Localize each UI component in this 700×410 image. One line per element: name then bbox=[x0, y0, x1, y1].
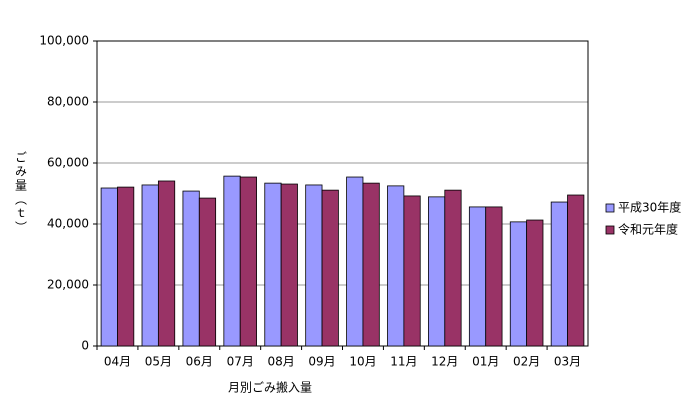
x-tick-label: 02月 bbox=[513, 355, 540, 369]
bar bbox=[550, 201, 568, 347]
x-tick-label: 01月 bbox=[472, 355, 499, 369]
bar bbox=[280, 183, 298, 347]
bar bbox=[428, 196, 446, 347]
x-tick-label: 06月 bbox=[186, 355, 213, 369]
x-tick-label: 05月 bbox=[145, 355, 172, 369]
legend-label: 令和元年度 bbox=[618, 222, 678, 237]
bar bbox=[198, 197, 217, 347]
bar bbox=[444, 189, 462, 347]
y-tick-label: 100,000 bbox=[39, 34, 89, 48]
bar bbox=[468, 206, 487, 347]
bar bbox=[387, 185, 405, 347]
y-tick-label: 40,000 bbox=[47, 217, 89, 231]
bar bbox=[264, 182, 282, 347]
legend-swatch bbox=[605, 225, 615, 235]
y-tick-label: 60,000 bbox=[47, 156, 89, 170]
x-tick-label: 11月 bbox=[390, 355, 417, 369]
bar bbox=[321, 189, 339, 347]
bar bbox=[100, 187, 118, 347]
legend-swatch bbox=[605, 203, 615, 213]
x-tick-label: 08月 bbox=[267, 355, 294, 369]
x-tick-label: 07月 bbox=[227, 355, 254, 369]
x-tick-label: 09月 bbox=[308, 355, 335, 369]
bar bbox=[157, 180, 176, 347]
bar bbox=[239, 176, 257, 347]
bar bbox=[485, 206, 503, 347]
y-tick-label: 0 bbox=[81, 339, 89, 353]
x-tick-label: 12月 bbox=[431, 355, 458, 369]
x-tick-label: 04月 bbox=[104, 355, 131, 369]
bar bbox=[362, 182, 380, 347]
x-tick-label: 03月 bbox=[554, 355, 581, 369]
legend-label: 平成30年度 bbox=[618, 200, 681, 215]
y-tick-label: 20,000 bbox=[47, 278, 89, 292]
bar bbox=[403, 195, 421, 347]
y-tick-label: 80,000 bbox=[47, 95, 89, 109]
bar bbox=[509, 221, 528, 347]
y-axis-title: ごみ量（ｔ） bbox=[14, 151, 28, 235]
bar bbox=[223, 175, 241, 347]
bar bbox=[567, 194, 585, 347]
bar bbox=[117, 186, 135, 347]
bar bbox=[182, 190, 200, 347]
bar bbox=[141, 184, 159, 347]
x-axis-title: 月別ごみ搬入量 bbox=[228, 380, 312, 395]
bar bbox=[346, 176, 364, 347]
bar bbox=[305, 184, 323, 347]
bar bbox=[526, 219, 544, 347]
x-tick-label: 10月 bbox=[349, 355, 376, 369]
